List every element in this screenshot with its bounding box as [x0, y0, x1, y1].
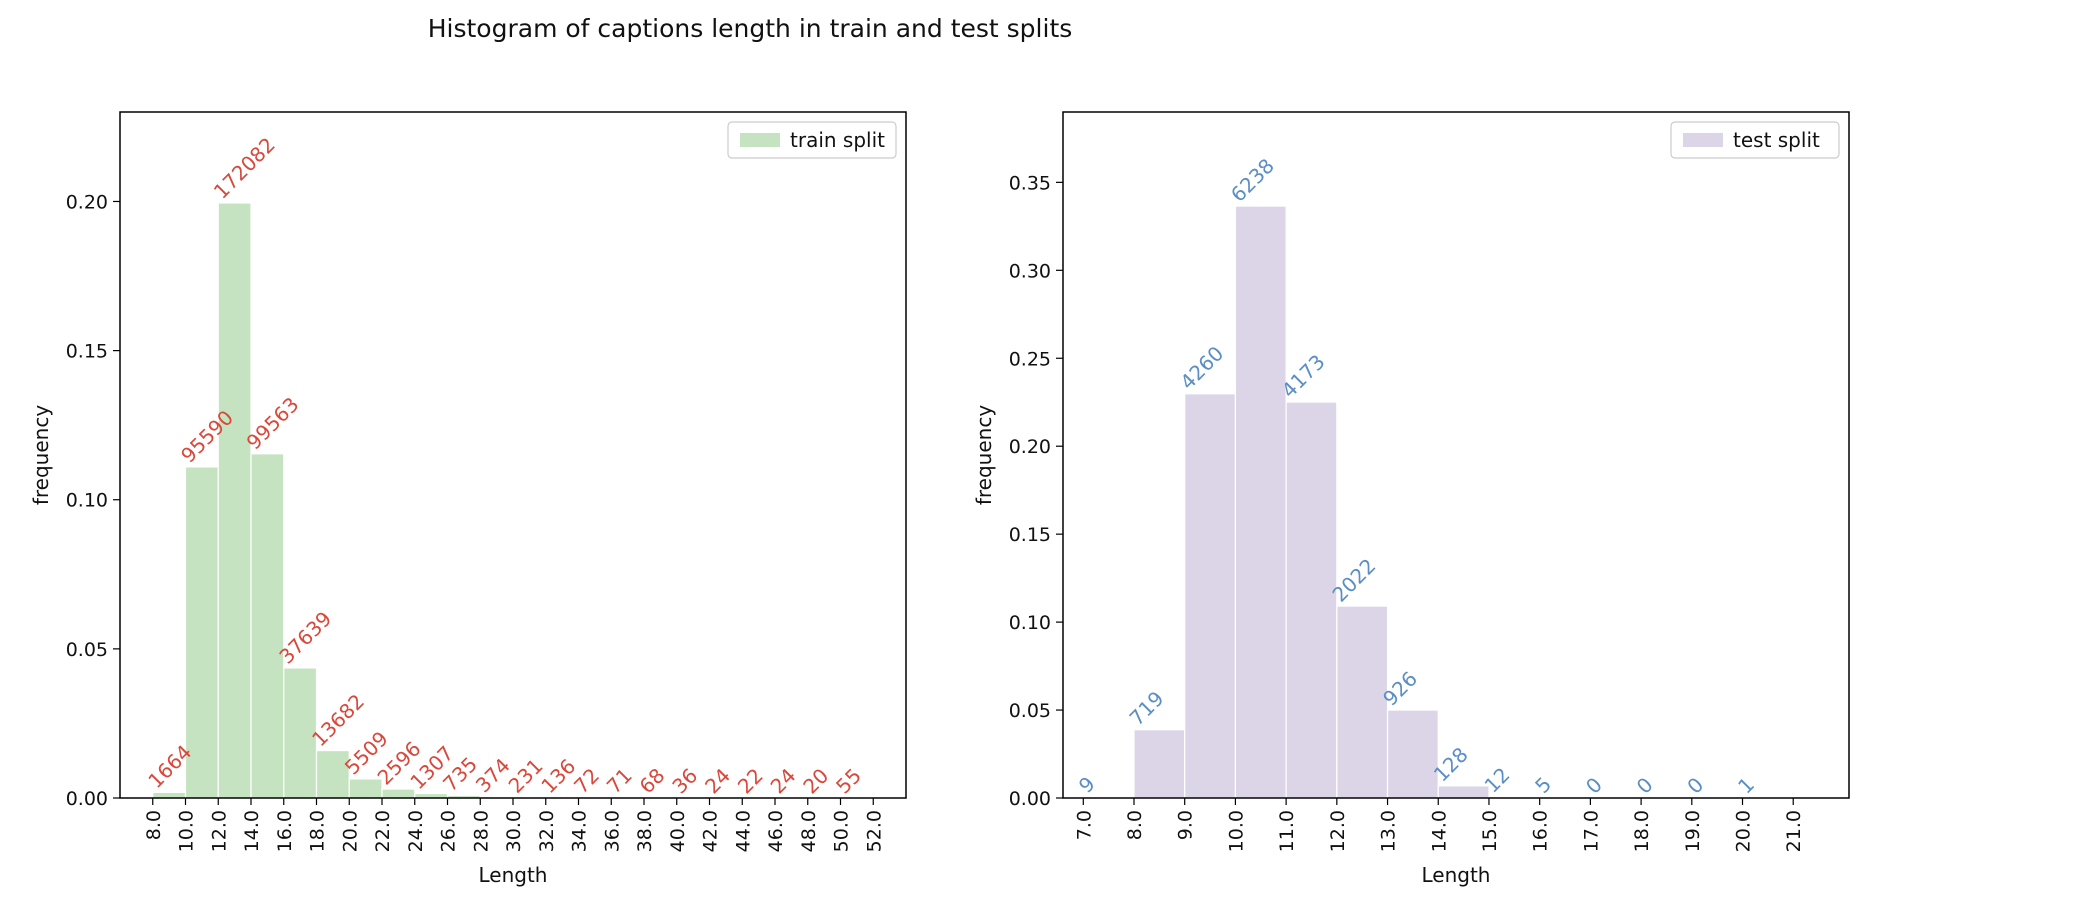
train-xtick-label: 22.0 — [372, 810, 394, 852]
train-xtick-label: 38.0 — [634, 810, 656, 852]
test-ytick-label: 0.35 — [1009, 172, 1051, 194]
train-xtick-label: 14.0 — [241, 810, 263, 852]
train-bar — [348, 778, 383, 799]
train-xtick-label: 30.0 — [503, 810, 525, 852]
train-xtick-label: 16.0 — [274, 810, 296, 852]
train-count-label: 71 — [602, 763, 637, 798]
train-count-label: 24 — [700, 763, 735, 798]
train-histogram: 1664955901720829956337639136825509259613… — [29, 111, 907, 887]
test-count-label: 0 — [1632, 773, 1658, 799]
train-xtick-label: 42.0 — [700, 810, 722, 852]
test-ytick-label: 0.10 — [1009, 612, 1051, 634]
test-count-label: 0 — [1682, 773, 1708, 799]
train-count-label: 20 — [798, 764, 833, 799]
train-ytick-label: 0.00 — [66, 788, 108, 810]
train-bar — [283, 667, 318, 799]
test-count-label: 4260 — [1175, 341, 1228, 394]
train-legend-label: train split — [790, 128, 885, 152]
test-ytick-label: 0.25 — [1009, 348, 1051, 370]
test-legend — [1670, 121, 1840, 159]
test-count-label: 6238 — [1226, 154, 1279, 207]
test-xlabel: Length — [1422, 863, 1491, 887]
train-xtick-label: 32.0 — [536, 810, 558, 852]
test-xtick-label: 10.0 — [1225, 810, 1247, 852]
test-ylabel: frequency — [972, 405, 996, 505]
test-xtick-label: 11.0 — [1276, 810, 1298, 852]
test-ytick-label: 0.30 — [1009, 260, 1051, 282]
train-xtick-label: 18.0 — [307, 810, 329, 852]
train-bar — [381, 788, 416, 799]
test-bar — [1336, 605, 1389, 799]
train-xtick-label: 20.0 — [339, 810, 361, 852]
test-bar — [1285, 401, 1338, 799]
test-xtick-label: 19.0 — [1682, 810, 1704, 852]
train-legend — [727, 121, 897, 159]
train-xtick-label: 44.0 — [732, 810, 754, 852]
train-ytick-label: 0.05 — [66, 639, 108, 661]
test-ytick-label: 0.15 — [1009, 524, 1051, 546]
train-xtick-label: 52.0 — [863, 810, 885, 852]
train-xtick-label: 8.0 — [143, 810, 165, 840]
test-bar — [1234, 205, 1287, 799]
test-ytick-label: 0.20 — [1009, 436, 1051, 458]
train-xtick-label: 36.0 — [601, 810, 623, 852]
train-ytick-label: 0.15 — [66, 341, 108, 363]
test-xtick-label: 16.0 — [1530, 810, 1552, 852]
train-xtick-label: 12.0 — [208, 810, 230, 852]
train-count-label: 24 — [766, 763, 801, 798]
test-bar — [1133, 729, 1186, 799]
test-xtick-label: 21.0 — [1783, 810, 1805, 852]
test-bar — [1437, 785, 1490, 799]
train-bar — [217, 202, 252, 799]
train-xtick-label: 28.0 — [470, 810, 492, 852]
train-ylabel: frequency — [29, 405, 53, 505]
test-bar — [1386, 709, 1439, 799]
train-count-label: 22 — [733, 763, 768, 798]
train-xtick-label: 24.0 — [405, 810, 427, 852]
train-count-label: 55 — [831, 763, 866, 798]
test-xtick-label: 20.0 — [1733, 810, 1755, 852]
train-legend-swatch — [740, 133, 780, 147]
train-xtick-label: 10.0 — [176, 810, 198, 852]
test-ytick-label: 0.05 — [1009, 700, 1051, 722]
test-xtick-label: 9.0 — [1175, 810, 1197, 840]
train-xtick-label: 50.0 — [831, 810, 853, 852]
test-xtick-label: 12.0 — [1327, 810, 1349, 852]
test-xtick-label: 18.0 — [1631, 810, 1653, 852]
test-count-label: 5 — [1530, 772, 1556, 798]
test-count-label: 719 — [1125, 686, 1169, 730]
test-count-label: 9 — [1074, 772, 1100, 798]
train-xtick-label: 34.0 — [569, 810, 591, 852]
train-bar — [315, 749, 350, 799]
test-xtick-label: 14.0 — [1428, 810, 1450, 852]
train-xtick-label: 40.0 — [667, 810, 689, 852]
train-xtick-label: 48.0 — [798, 810, 820, 852]
train-bar — [250, 453, 285, 799]
train-bar — [152, 791, 187, 799]
train-bar — [184, 466, 219, 799]
test-count-label: 0 — [1581, 773, 1607, 799]
test-legend-label: test split — [1733, 128, 1820, 152]
train-xtick-label: 26.0 — [438, 810, 460, 852]
figure-title: Histogram of captions length in train an… — [427, 14, 1073, 43]
test-count-label: 1 — [1733, 772, 1759, 798]
test-xtick-label: 17.0 — [1580, 810, 1602, 852]
test-ytick-label: 0.00 — [1009, 788, 1051, 810]
train-ytick-label: 0.10 — [66, 490, 108, 512]
test-xtick-label: 13.0 — [1378, 810, 1400, 852]
test-xtick-label: 15.0 — [1479, 810, 1501, 852]
test-xtick-label: 7.0 — [1073, 810, 1095, 840]
train-count-label: 68 — [635, 763, 670, 798]
train-ytick-label: 0.20 — [66, 191, 108, 213]
test-xtick-label: 8.0 — [1124, 810, 1146, 840]
train-xlabel: Length — [479, 863, 548, 887]
train-count-label: 172082 — [209, 133, 280, 204]
train-xtick-label: 46.0 — [765, 810, 787, 852]
test-axes-frame — [1062, 111, 1850, 799]
train-count-label: 36 — [667, 763, 702, 798]
test-bar — [1184, 393, 1237, 799]
test-legend-swatch — [1683, 133, 1723, 147]
